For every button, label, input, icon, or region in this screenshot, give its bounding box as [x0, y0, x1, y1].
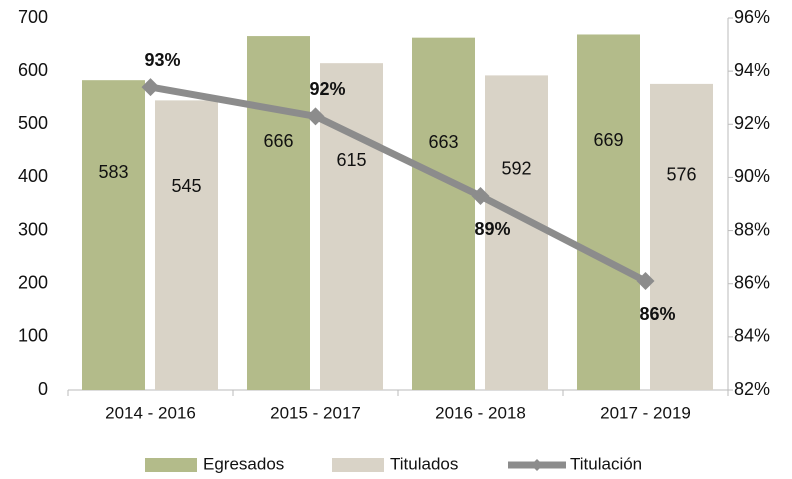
legend-swatch [332, 458, 384, 472]
bar-value-label: 576 [666, 164, 696, 184]
bar [247, 36, 310, 390]
line [149, 83, 648, 285]
y-tick-label: 700 [18, 7, 48, 27]
bar [577, 34, 640, 391]
y2-tick-label: 88% [734, 219, 770, 239]
bar-value-label: 592 [501, 159, 531, 179]
line-marker [636, 272, 655, 291]
y-tick-label: 500 [18, 113, 48, 133]
line-marker [306, 107, 325, 126]
line-value-label: 93% [144, 50, 180, 70]
y2-tick-label: 90% [734, 166, 770, 186]
bar [82, 80, 145, 391]
line-value-label: 92% [309, 79, 345, 99]
line-value-label: 89% [474, 219, 510, 239]
bar-value-label: 583 [98, 162, 128, 182]
bar [485, 75, 548, 390]
bar-value-label: 663 [428, 132, 458, 152]
bar-value-label: 615 [336, 150, 366, 170]
y2-tick-label: 92% [734, 113, 770, 133]
bar-value-label: 669 [593, 130, 623, 150]
x-tick-label: 2017 - 2019 [600, 403, 691, 422]
y-tick-label: 300 [18, 219, 48, 239]
y2-tick-label: 86% [734, 272, 770, 292]
line-value-label: 86% [639, 304, 675, 324]
y-tick-label: 0 [38, 379, 48, 399]
y2-tick-label: 84% [734, 326, 770, 346]
y-tick-label: 400 [18, 166, 48, 186]
line-marker [141, 78, 160, 97]
bar [412, 37, 475, 391]
legend-label: Titulación [570, 454, 642, 473]
bar [650, 83, 713, 390]
x-tick-label: 2016 - 2018 [435, 403, 526, 422]
y-tick-label: 200 [18, 272, 48, 292]
legend-label: Egresados [203, 454, 284, 473]
y2-tick-label: 94% [734, 60, 770, 80]
line-marker [471, 187, 490, 206]
x-tick-label: 2015 - 2017 [270, 403, 361, 422]
legend-marker [531, 459, 543, 471]
y2-tick-label: 82% [734, 379, 770, 399]
legend-label: Titulados [390, 454, 458, 473]
bar [155, 100, 218, 390]
y-tick-label: 600 [18, 60, 48, 80]
y2-tick-label: 96% [734, 7, 770, 27]
x-tick-label: 2014 - 2016 [105, 403, 196, 422]
bar [320, 63, 383, 391]
bar-value-label: 666 [263, 131, 293, 151]
legend-swatch [145, 458, 197, 472]
y-tick-label: 100 [18, 326, 48, 346]
bar-value-label: 545 [171, 176, 201, 196]
